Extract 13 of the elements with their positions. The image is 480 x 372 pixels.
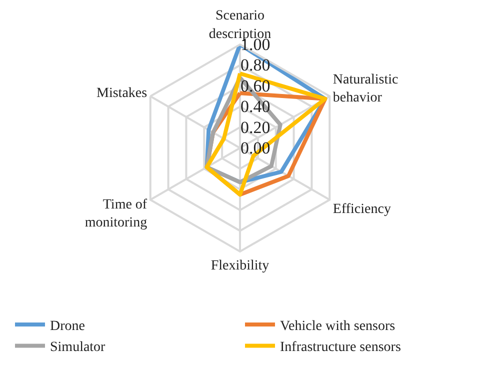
spoke-label: Mistakes <box>96 86 148 102</box>
legend-label: Drone <box>50 318 85 334</box>
y-tick-label: 0.20 <box>240 118 270 137</box>
y-tick-label: 0.40 <box>240 97 270 116</box>
legend-label: Vehicle with sensors <box>280 318 396 334</box>
spoke-label: Naturalistic behavior <box>332 72 398 106</box>
spoke-label: Flexibility <box>210 258 270 274</box>
spoke-label: Time of monitoring <box>84 197 148 231</box>
legend-label: Infrastructure sensors <box>280 340 401 356</box>
legend-label: Simulator <box>50 340 106 356</box>
spoke-label: Efficiency <box>332 202 391 217</box>
y-tick-label: 0.80 <box>240 56 270 75</box>
y-tick-label: 0.60 <box>240 76 270 96</box>
